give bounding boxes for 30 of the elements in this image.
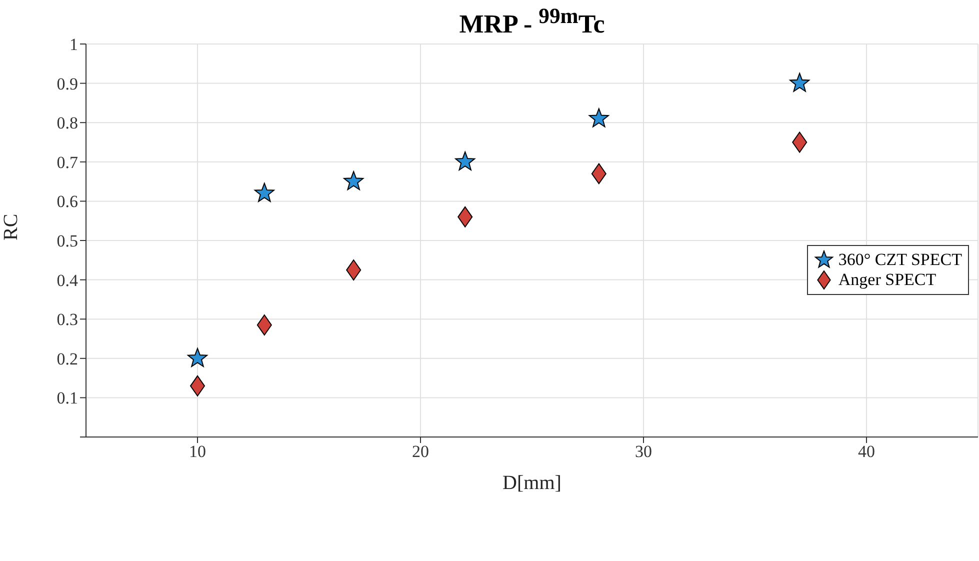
y-tick-label: 0.5 <box>56 232 78 251</box>
y-tick-label: 0.1 <box>56 388 78 408</box>
point <box>455 151 476 170</box>
y-tick-label: 1 <box>70 35 78 54</box>
x-tick-label: 20 <box>412 442 429 462</box>
point <box>458 206 473 228</box>
x-tick-label: 30 <box>635 442 652 462</box>
y-axis-title: RC <box>0 214 22 240</box>
point <box>254 182 274 202</box>
legend-label: 360° CZT SPECT <box>838 250 962 270</box>
y-tick-label: 0.7 <box>56 152 78 172</box>
legend-label: Anger SPECT <box>838 270 936 290</box>
point <box>792 132 808 153</box>
x-tick-label: 10 <box>189 442 206 462</box>
point <box>790 72 810 92</box>
chart-title: MRP - $^{99m}$Tc <box>458 4 606 40</box>
point <box>187 348 208 367</box>
point <box>256 314 272 336</box>
point <box>591 163 606 184</box>
y-tick-label: 0.4 <box>56 270 78 290</box>
point <box>346 259 362 280</box>
x-tick-label: 40 <box>858 442 875 462</box>
y-tick-label: 0.6 <box>56 192 78 212</box>
y-tick-label: 0.8 <box>56 114 78 133</box>
y-tick-label: 0.2 <box>56 349 78 368</box>
y-tick-label: 0.3 <box>56 310 78 330</box>
y-tick-label: 0.9 <box>56 74 78 94</box>
x-axis-title: D[mm] <box>502 472 562 494</box>
point <box>588 108 609 128</box>
point <box>344 171 364 190</box>
